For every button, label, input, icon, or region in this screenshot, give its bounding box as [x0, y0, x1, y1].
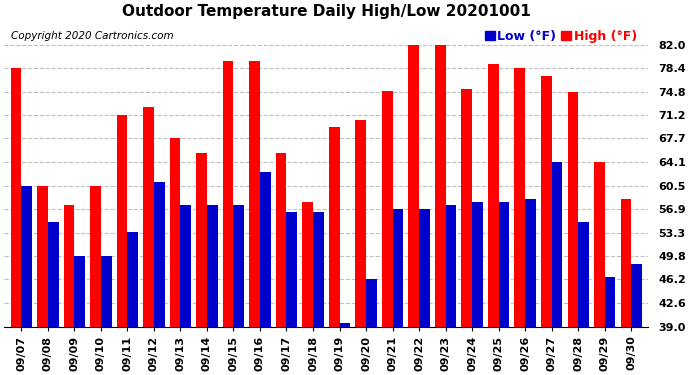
Bar — [11, 68, 21, 375]
Bar — [488, 64, 499, 375]
Bar — [170, 138, 181, 375]
Bar — [329, 127, 339, 375]
Bar — [620, 199, 631, 375]
Bar — [525, 199, 535, 375]
Bar — [313, 212, 324, 375]
Bar — [551, 162, 562, 375]
Bar — [63, 205, 75, 375]
Bar — [446, 205, 456, 375]
Bar — [260, 172, 270, 375]
Bar — [154, 182, 164, 375]
Bar — [117, 116, 128, 375]
Bar — [408, 45, 419, 375]
Bar — [276, 153, 286, 375]
Legend: Low (°F), High (°F): Low (°F), High (°F) — [480, 25, 642, 48]
Bar — [90, 186, 101, 375]
Bar — [286, 212, 297, 375]
Bar — [515, 68, 525, 375]
Bar — [355, 120, 366, 375]
Bar — [144, 107, 154, 375]
Bar — [472, 202, 483, 375]
Bar — [382, 90, 393, 375]
Bar — [393, 209, 403, 375]
Bar — [181, 205, 191, 375]
Bar — [578, 222, 589, 375]
Bar — [37, 186, 48, 375]
Bar — [101, 256, 112, 375]
Bar — [75, 256, 85, 375]
Bar — [462, 89, 472, 375]
Bar — [48, 222, 59, 375]
Bar — [366, 279, 377, 375]
Bar — [21, 186, 32, 375]
Bar — [435, 45, 446, 375]
Bar — [207, 205, 217, 375]
Bar — [604, 278, 615, 375]
Bar — [197, 153, 207, 375]
Bar — [223, 61, 233, 375]
Bar — [594, 162, 604, 375]
Bar — [302, 202, 313, 375]
Title: Outdoor Temperature Daily High/Low 20201001: Outdoor Temperature Daily High/Low 20201… — [122, 4, 531, 19]
Bar — [541, 76, 551, 375]
Bar — [419, 209, 430, 375]
Bar — [631, 264, 642, 375]
Bar — [567, 92, 578, 375]
Bar — [499, 202, 509, 375]
Text: Copyright 2020 Cartronics.com: Copyright 2020 Cartronics.com — [10, 31, 173, 41]
Bar — [233, 205, 244, 375]
Bar — [339, 323, 350, 375]
Bar — [128, 231, 138, 375]
Bar — [249, 61, 260, 375]
